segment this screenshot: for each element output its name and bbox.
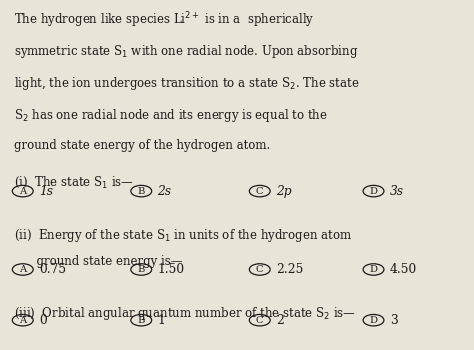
Text: C: C <box>256 265 264 274</box>
Text: A: A <box>19 316 27 325</box>
Text: D: D <box>370 316 377 325</box>
Text: ground state energy is—: ground state energy is— <box>14 255 182 268</box>
Text: B: B <box>137 316 145 325</box>
Text: 0.75: 0.75 <box>39 263 66 276</box>
Text: (i)  The state S$_1$ is—: (i) The state S$_1$ is— <box>14 175 134 190</box>
Text: 3s: 3s <box>390 184 404 198</box>
Text: D: D <box>370 187 377 196</box>
Text: C: C <box>256 316 264 325</box>
Text: 2p: 2p <box>276 184 292 198</box>
Text: 2: 2 <box>276 314 284 327</box>
Text: The hydrogen like species Li$^{2+}$ is in a  spherically: The hydrogen like species Li$^{2+}$ is i… <box>14 10 315 30</box>
Text: light, the ion undergoes transition to a state S$_2$. The state: light, the ion undergoes transition to a… <box>14 75 360 92</box>
Text: 0: 0 <box>39 314 46 327</box>
Text: A: A <box>19 187 27 196</box>
Text: ground state energy of the hydrogen atom.: ground state energy of the hydrogen atom… <box>14 139 271 152</box>
Text: B: B <box>137 265 145 274</box>
Text: 1: 1 <box>157 314 165 327</box>
Text: symmetric state S$_1$ with one radial node. Upon absorbing: symmetric state S$_1$ with one radial no… <box>14 43 358 60</box>
Text: 2.25: 2.25 <box>276 263 303 276</box>
Text: C: C <box>256 187 264 196</box>
Text: 2s: 2s <box>157 184 172 198</box>
Text: 1s: 1s <box>39 184 53 198</box>
Text: B: B <box>137 187 145 196</box>
Text: S$_2$ has one radial node and its energy is equal to the: S$_2$ has one radial node and its energy… <box>14 107 328 124</box>
Text: (iii)  Orbital angular quantum number of the state S$_2$ is—: (iii) Orbital angular quantum number of … <box>14 305 356 322</box>
Text: A: A <box>19 265 27 274</box>
Text: (ii)  Energy of the state S$_1$ in units of the hydrogen atom: (ii) Energy of the state S$_1$ in units … <box>14 227 352 244</box>
Text: 4.50: 4.50 <box>390 263 417 276</box>
Text: D: D <box>370 265 377 274</box>
Text: 1.50: 1.50 <box>157 263 184 276</box>
Text: 3: 3 <box>390 314 397 327</box>
